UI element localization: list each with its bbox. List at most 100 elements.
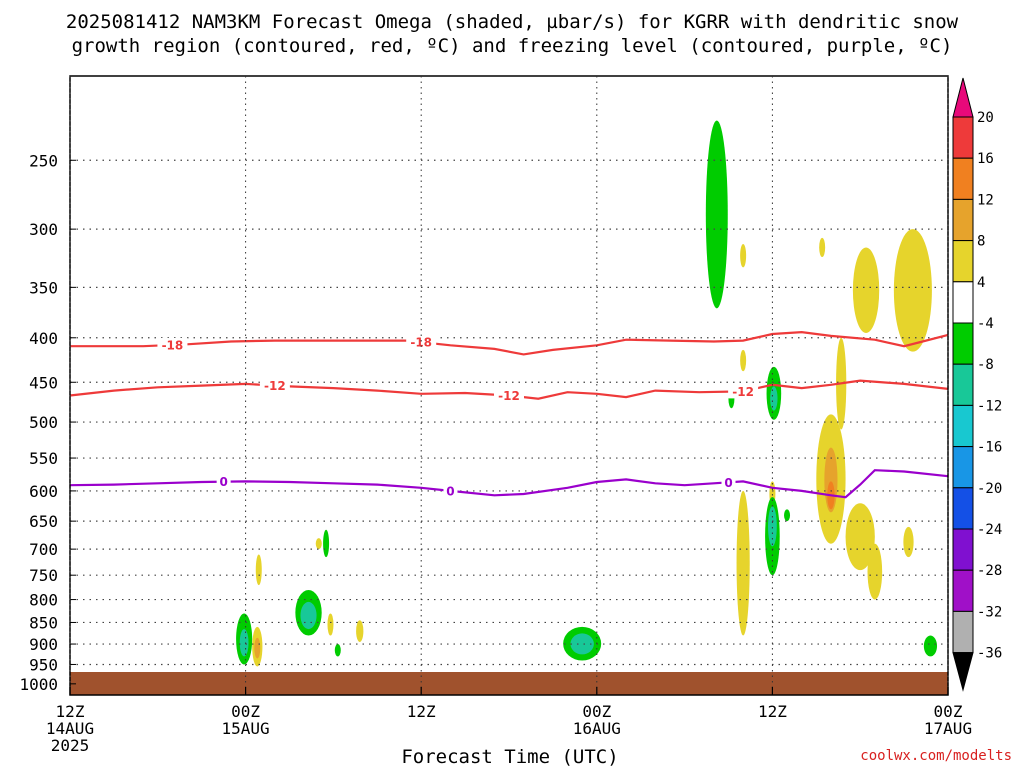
contour-label-bg	[406, 335, 437, 350]
colorbar-tick-label: -4	[977, 316, 994, 332]
colorbar-top-arrow	[952, 77, 974, 118]
contour-label-bg	[721, 475, 736, 490]
omega-cell	[867, 543, 883, 600]
contour-label-bg	[443, 483, 458, 498]
pressure-tick-label: 300	[29, 220, 58, 239]
colorbar-tick-label: 16	[977, 151, 994, 167]
pressure-axis: 250 300 350 400 450 500 550 600 650 700 750 800 850 9…	[19, 151, 76, 694]
colorbar-tick-label: -24	[977, 522, 1002, 538]
contour-label: -18	[162, 338, 184, 352]
omega-cell	[315, 538, 322, 550]
time-tick-label: 17AUG	[924, 719, 972, 738]
pressure-tick-label: 800	[29, 591, 58, 610]
contour-label: -18	[410, 336, 432, 350]
pressure-tick-label: 750	[29, 566, 58, 585]
temperature-contours: -18 -18 -12 -12 -12 0 0 0	[69, 330, 949, 499]
omega-cell	[736, 490, 750, 636]
colorbar-segment	[952, 363, 974, 406]
time-tick-label: 00Z	[934, 702, 963, 721]
contour-label: -12	[264, 379, 286, 393]
pressure-tick-label: 400	[29, 329, 58, 348]
colorbar-segment	[952, 569, 974, 612]
contour-line	[69, 379, 949, 400]
contour-label-bg	[216, 474, 231, 489]
omega-cell	[784, 509, 791, 522]
colorbar-tick-label: 20	[977, 110, 994, 126]
pressure-tick-label: 650	[29, 512, 58, 531]
colorbar-tick-label: 8	[977, 234, 985, 250]
pressure-tick-label: 950	[29, 655, 58, 674]
colorbar-tick-label: -36	[977, 646, 1002, 662]
colorbar-segment	[952, 610, 974, 654]
colorbar-segment	[952, 322, 974, 365]
omega-cell	[334, 644, 341, 657]
time-tick-label: 12Z	[407, 702, 436, 721]
time-tick-label: 00Z	[582, 702, 611, 721]
contour-label-bg	[259, 378, 290, 393]
omega-colorbar: 20 16 12 8 4 -4 -8 -12 -16 -20 -24 -28 -32 -36	[952, 77, 1002, 692]
contour-label: 0	[724, 476, 732, 490]
omega-cell	[570, 633, 594, 655]
colorbar-segment	[952, 240, 974, 283]
contour-label-bg	[494, 388, 524, 403]
omega-cell	[903, 526, 914, 558]
colorbar-segment	[952, 116, 974, 159]
time-tick-label: 00Z	[231, 702, 260, 721]
site-credit: coolwx.com/modelts	[860, 748, 1012, 764]
chart-title-line2: growth region (contoured, red, ºC) and f…	[72, 35, 953, 57]
ground-layer	[70, 672, 948, 695]
colorbar-tick-label: -16	[977, 440, 1002, 456]
contour-label-bg	[728, 384, 759, 399]
omega-cell	[323, 529, 330, 558]
omega-cell	[740, 349, 747, 372]
colorbar-tick-label: -20	[977, 481, 1002, 497]
x-axis-label: Forecast Time (UTC)	[401, 746, 618, 768]
contour-label: -12	[732, 385, 754, 399]
colorbar-segment	[952, 487, 974, 530]
omega-cell	[923, 635, 938, 657]
pressure-tick-label: 700	[29, 540, 58, 559]
omega-cell	[254, 637, 261, 659]
contour-label-bg	[157, 337, 188, 352]
pressure-tick-label: 350	[29, 278, 58, 297]
omega-cell	[300, 601, 317, 630]
omega-cell	[852, 247, 880, 334]
pressure-tick-label: 850	[29, 613, 58, 632]
colorbar-segment	[952, 446, 974, 489]
time-tick-label: 12Z	[56, 702, 85, 721]
pressure-tick-label: 250	[29, 151, 58, 170]
contour-label: -12	[498, 389, 520, 403]
colorbar-segment	[952, 198, 974, 242]
omega-cell	[770, 386, 778, 411]
pressure-tick-label: 900	[29, 635, 58, 654]
omega-cell	[845, 503, 875, 571]
time-tick-label: 12Z	[758, 702, 787, 721]
omega-cell	[327, 613, 334, 636]
colorbar-tick-label: -32	[977, 604, 1002, 620]
omega-cell	[819, 237, 826, 258]
omega-cell	[768, 506, 777, 547]
omega-cell	[893, 229, 932, 352]
omega-cell	[356, 620, 364, 642]
pressure-tick-label: 1000	[19, 675, 58, 694]
time-tick-label: 16AUG	[573, 719, 621, 738]
omega-cell	[740, 243, 747, 268]
colorbar-segment	[952, 404, 974, 448]
contour-label: 0	[219, 475, 227, 489]
pressure-tick-label: 450	[29, 373, 58, 392]
colorbar-tick-label: -12	[977, 398, 1002, 414]
pressure-tick-label: 600	[29, 482, 58, 501]
time-tick-label: 15AUG	[222, 719, 270, 738]
colorbar-tick-label: 4	[977, 275, 985, 291]
contour-label: 0	[446, 484, 454, 498]
omega-cell	[239, 629, 249, 657]
colorbar-tick-label: 12	[977, 192, 994, 208]
colorbar-bottom-arrow	[952, 652, 974, 692]
colorbar-segment	[952, 281, 974, 324]
colorbar-segment	[952, 528, 974, 571]
omega-cell	[255, 554, 262, 586]
contour-line	[69, 469, 949, 499]
time-tick-label: 14AUG	[46, 719, 94, 738]
omega-cell	[705, 120, 728, 309]
